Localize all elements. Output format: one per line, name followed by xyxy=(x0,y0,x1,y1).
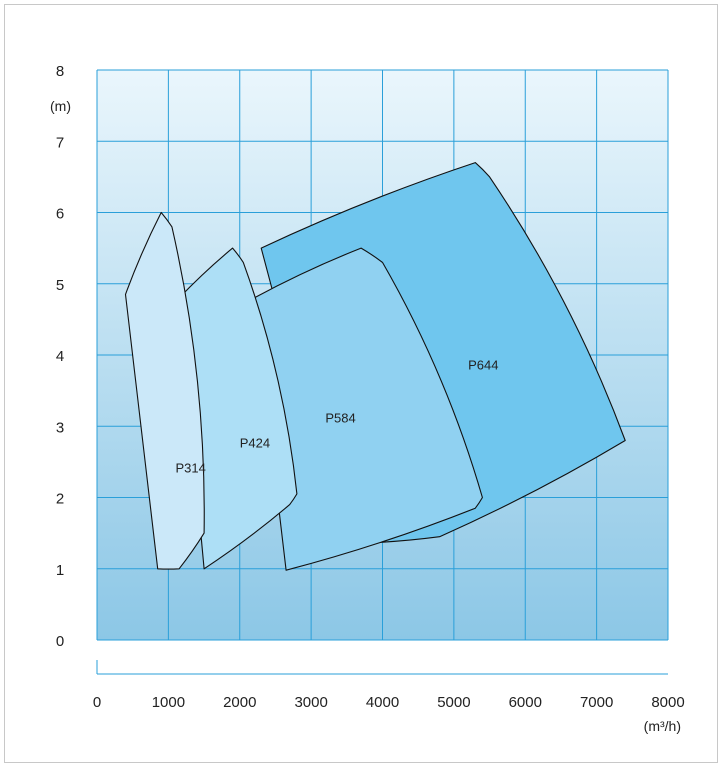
x-tick-label: 5000 xyxy=(437,694,470,711)
x-tick-label: 2000 xyxy=(223,694,256,711)
axes: 0 1 2 3 4 5 6 7 8 0 1000 2000 3000 4000 5000 6000 7000 80… xyxy=(56,63,685,711)
series-area-p424 xyxy=(178,247,298,570)
y-tick-label: 4 xyxy=(56,348,64,365)
x-tick-label: 0 xyxy=(93,694,101,711)
x-tick-label: 6000 xyxy=(509,694,542,711)
x-axis-unit: (m³/h) xyxy=(644,718,681,734)
series-layer: P644 P584 P424 P314 xyxy=(124,162,626,571)
series-label-p584: P584 xyxy=(325,411,355,426)
y-tick-label: 6 xyxy=(56,206,64,223)
y-tick-label: 1 xyxy=(56,562,64,579)
y-axis-unit: (m) xyxy=(50,98,71,114)
x-tick-label: 4000 xyxy=(366,694,399,711)
x-tick-label: 8000 xyxy=(651,694,684,711)
x-tick-label: 3000 xyxy=(294,694,327,711)
series-label-p644: P644 xyxy=(468,357,498,372)
series-area-p314 xyxy=(124,211,205,570)
series-area-p584 xyxy=(253,247,483,571)
series-label-p314: P314 xyxy=(176,461,206,476)
y-tick-label: 7 xyxy=(56,134,64,151)
y-tick-label: 5 xyxy=(56,277,64,294)
series-label-p424: P424 xyxy=(240,436,270,451)
y-tick-label: 0 xyxy=(56,633,64,650)
x-tick-label: 1000 xyxy=(152,694,185,711)
y-tick-label: 8 xyxy=(56,63,64,80)
y-tick-label: 2 xyxy=(56,491,64,508)
x-tick-label: 7000 xyxy=(580,694,613,711)
y-tick-label: 3 xyxy=(56,419,64,436)
